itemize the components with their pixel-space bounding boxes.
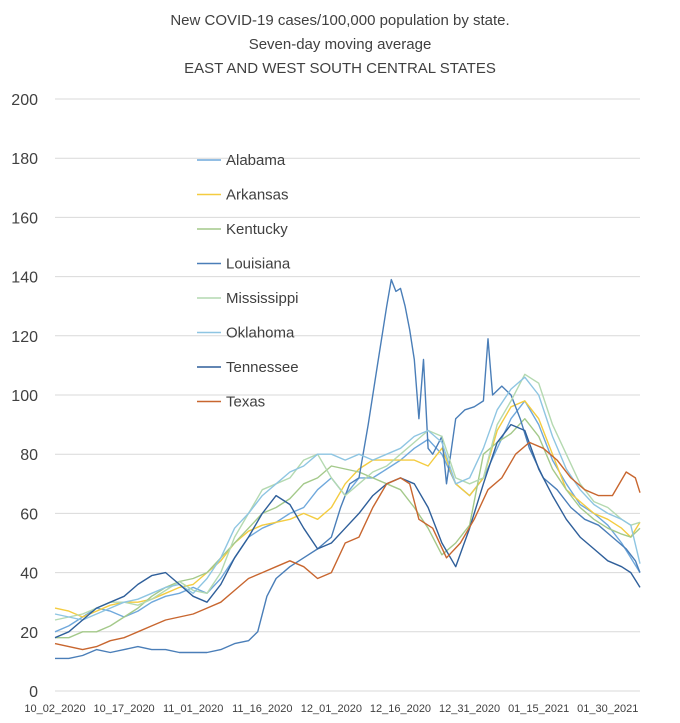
- series-line-kentucky: [55, 418, 641, 639]
- series-line-tennessee: [54, 423, 641, 639]
- series-lines: [54, 278, 641, 660]
- legend-label: Kentucky: [226, 221, 288, 238]
- legend-label: Texas: [226, 394, 265, 411]
- y-tick-label: 20: [20, 625, 38, 642]
- legend-item-texas: Texas: [197, 394, 265, 411]
- legend-item-tennessee: Tennessee: [197, 359, 299, 376]
- y-axis-ticks: 0 20 40 60 80 100 120 140 160 180 200: [11, 92, 38, 701]
- series-line-arkansas: [54, 400, 641, 618]
- y-tick-label: 40: [20, 566, 38, 583]
- y-tick-label: 160: [11, 210, 38, 227]
- legend: Alabama Arkansas Kentucky Louisiana Mississi…: [197, 152, 299, 411]
- x-tick-label: 01_30_2021: [577, 703, 638, 715]
- x-tick-label: 10_02_2020: [24, 703, 85, 715]
- legend-label: Tennessee: [226, 359, 299, 376]
- legend-label: Louisiana: [226, 256, 291, 273]
- legend-label: Oklahoma: [226, 325, 295, 342]
- legend-item-alabama: Alabama: [197, 152, 286, 169]
- y-tick-label: 80: [20, 447, 38, 464]
- legend-label: Arkansas: [226, 187, 289, 204]
- y-tick-label: 60: [20, 506, 38, 523]
- y-tick-label: 100: [11, 388, 38, 405]
- y-tick-label: 140: [11, 270, 38, 287]
- x-tick-label: 12_01_2020: [301, 703, 362, 715]
- chart-title-line-2: Seven-day moving average: [249, 36, 432, 53]
- legend-item-oklahoma: Oklahoma: [197, 325, 295, 342]
- x-tick-label: 12_31_2020: [439, 703, 500, 715]
- legend-item-louisiana: Louisiana: [197, 256, 291, 273]
- legend-item-kentucky: Kentucky: [197, 221, 288, 238]
- legend-label: Mississippi: [226, 290, 299, 307]
- chart-title-line-3: EAST AND WEST SOUTH CENTRAL STATES: [184, 60, 496, 77]
- legend-item-mississippi: Mississippi: [197, 290, 299, 307]
- gridlines: [55, 98, 640, 692]
- series-line-texas: [54, 441, 641, 651]
- legend-item-arkansas: Arkansas: [197, 187, 289, 204]
- x-tick-label: 11_16_2020: [232, 703, 292, 715]
- y-tick-label: 200: [11, 92, 38, 109]
- x-tick-label: 12_16_2020: [370, 703, 431, 715]
- x-tick-label: 10_17_2020: [94, 703, 155, 715]
- y-tick-label: 0: [29, 684, 38, 701]
- series-line-louisiana: [55, 278, 641, 660]
- series-line-oklahoma: [54, 376, 641, 621]
- x-tick-label: 11_01_2020: [163, 703, 223, 715]
- chart-title: New COVID-19 cases/100,000 population by…: [170, 12, 509, 77]
- y-tick-label: 120: [11, 329, 38, 346]
- x-tick-label: 01_15_2021: [508, 703, 569, 715]
- chart-title-line-1: New COVID-19 cases/100,000 population by…: [170, 12, 509, 29]
- y-tick-label: 180: [11, 151, 38, 168]
- x-axis-ticks: 10_02_2020 10_17_2020 11_01_2020 11_16_2020…: [24, 703, 638, 715]
- legend-label: Alabama: [226, 152, 286, 169]
- series-line-mississippi: [54, 373, 641, 621]
